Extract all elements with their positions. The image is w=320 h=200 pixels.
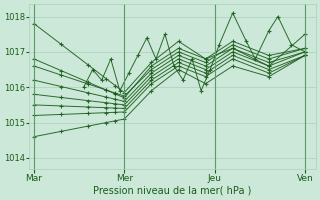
X-axis label: Pression niveau de la mer( hPa ): Pression niveau de la mer( hPa ) xyxy=(93,186,252,196)
